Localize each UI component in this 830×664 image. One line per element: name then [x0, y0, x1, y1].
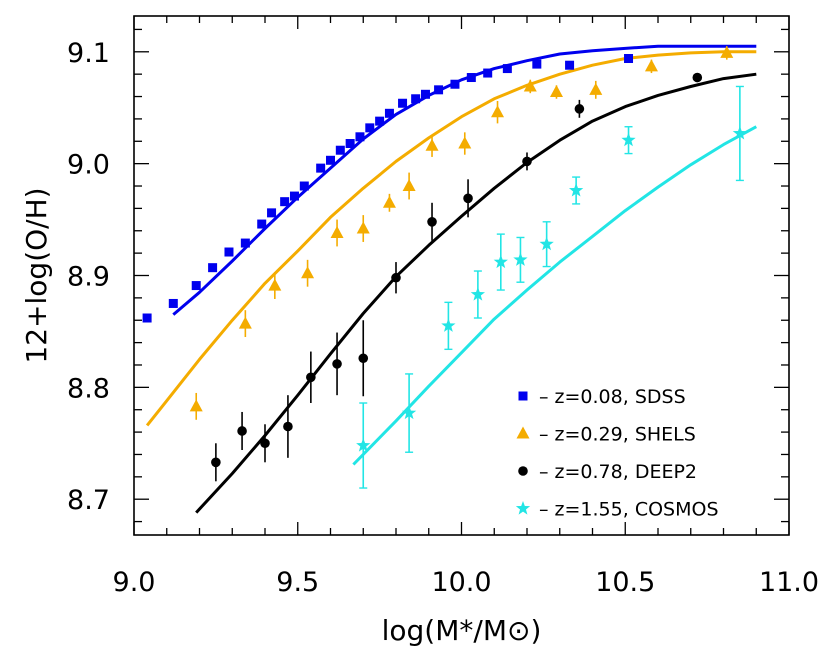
- point-square: [326, 155, 335, 165]
- fit-curve-circle: [195, 72, 757, 514]
- legend-label-triangle: – z=0.29, SHELS: [539, 424, 696, 446]
- point-circle: [358, 353, 369, 364]
- point-square: [565, 60, 575, 70]
- y-tick-label: 8.9: [67, 262, 110, 293]
- point-circle: [574, 104, 585, 114]
- legend-label-square: – z=0.08, SDSS: [539, 386, 686, 408]
- point-square: [365, 123, 375, 133]
- point-triangle: [491, 105, 505, 118]
- point-star: [621, 132, 636, 147]
- point-square: [532, 59, 542, 69]
- fit-curve-triangle: [145, 50, 757, 427]
- point-square: [280, 197, 290, 207]
- point-triangle: [268, 278, 282, 291]
- point-square: [168, 298, 178, 308]
- point-square: [142, 313, 152, 323]
- plot-frame: [133, 15, 790, 536]
- point-square: [240, 238, 250, 248]
- point-square: [375, 116, 385, 126]
- point-square: [299, 181, 309, 191]
- point-circle: [283, 421, 293, 432]
- point-triangle: [549, 85, 563, 98]
- point-star: [441, 318, 456, 332]
- x-tick-label: 10.5: [595, 567, 655, 598]
- point-circle: [692, 72, 703, 83]
- point-triangle: [330, 225, 344, 238]
- point-circle: [522, 156, 532, 167]
- point-square: [411, 94, 421, 104]
- x-tick-label: 11.0: [759, 567, 819, 598]
- point-triangle: [301, 266, 315, 279]
- legend-marker-star: [515, 501, 531, 515]
- y-tick-label: 8.7: [67, 485, 110, 516]
- point-triangle: [425, 138, 439, 151]
- point-square: [191, 281, 201, 291]
- point-circle: [463, 193, 473, 204]
- fit-curve-star: [352, 125, 758, 466]
- point-star: [568, 182, 584, 197]
- point-circle: [332, 359, 342, 369]
- point-circle: [237, 426, 247, 436]
- legend-marker-triangle: [516, 426, 530, 439]
- point-square: [466, 73, 476, 83]
- point-circle: [211, 457, 221, 468]
- point-square: [289, 191, 299, 201]
- legend: – z=0.08, SDSS – z=0.29, SHELS – z=0.78, D…: [515, 386, 719, 521]
- point-triangle: [238, 316, 252, 329]
- point-triangle: [523, 79, 537, 92]
- point-square: [384, 108, 394, 118]
- point-square: [267, 208, 277, 218]
- point-triangle: [720, 45, 734, 58]
- point-star: [539, 236, 554, 251]
- point-circle: [427, 217, 437, 227]
- y-tick-label: 9.1: [67, 38, 110, 69]
- legend-label-circle: – z=0.78, DEEP2: [539, 461, 697, 483]
- point-star: [732, 125, 748, 140]
- point-square: [316, 163, 326, 173]
- point-triangle: [402, 179, 416, 192]
- point-star: [513, 252, 528, 266]
- point-circle: [391, 272, 401, 283]
- x-tick-label: 9.5: [276, 567, 319, 598]
- point-triangle: [458, 136, 472, 149]
- point-square: [355, 132, 365, 142]
- point-square: [224, 247, 234, 257]
- point-circle: [306, 372, 316, 383]
- legend-marker-square: [518, 391, 528, 401]
- point-triangle: [382, 195, 396, 208]
- point-star: [470, 287, 486, 301]
- point-triangle: [644, 59, 658, 72]
- x-tick-label: 9.0: [113, 567, 156, 598]
- point-triangle: [356, 221, 370, 234]
- x-axis-title: log(M*/M⊙): [382, 614, 542, 647]
- y-tick-label: 9.0: [67, 150, 110, 181]
- point-square: [502, 64, 512, 74]
- legend-marker-circle: [518, 466, 528, 476]
- point-square: [257, 219, 267, 229]
- point-square: [420, 89, 430, 99]
- axis-ticks: [133, 16, 790, 535]
- point-square: [345, 139, 355, 149]
- data-points: [142, 45, 748, 489]
- point-square: [398, 98, 408, 108]
- point-square: [483, 68, 493, 78]
- x-tick-label: 10.0: [431, 567, 491, 598]
- legend-label-star: – z=1.55, COSMOS: [539, 499, 719, 521]
- point-square: [624, 54, 634, 64]
- point-square: [434, 85, 444, 95]
- point-star: [356, 438, 371, 452]
- point-square: [208, 263, 218, 273]
- point-triangle: [189, 399, 203, 412]
- point-star: [493, 254, 508, 269]
- point-square: [335, 145, 345, 155]
- point-triangle: [589, 82, 603, 95]
- y-axis-title: 12+log(O/H): [20, 187, 53, 363]
- point-circle: [260, 438, 270, 449]
- y-tick-label: 8.8: [67, 373, 110, 404]
- tick-labels: 9.0 9.5 10.0 10.5 11.0 8.7 8.8 8.9 9.0 9.1: [67, 38, 819, 598]
- point-square: [450, 79, 460, 89]
- point-star: [401, 405, 417, 420]
